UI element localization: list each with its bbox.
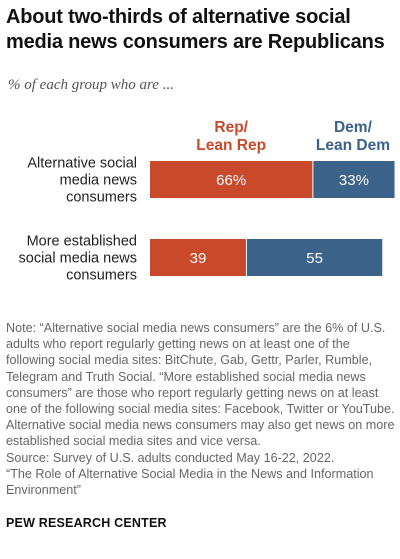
legend-label-dem: Dem/Lean Dem bbox=[316, 119, 390, 154]
data-label: 33% bbox=[339, 172, 369, 189]
chart-title: About two-thirds of alternative social m… bbox=[6, 6, 385, 53]
category-label: More established social media news consume… bbox=[19, 234, 137, 284]
data-label: 39 bbox=[190, 250, 207, 267]
bar-rep bbox=[150, 161, 313, 198]
legend-label-rep: Rep/Lean Rep bbox=[196, 119, 266, 154]
category-label: Alternative social media news consumers bbox=[27, 156, 137, 206]
bar-rep bbox=[150, 239, 246, 276]
stacked-bar-chart: Rep/Lean Rep Dem/Lean Dem Alternative soci… bbox=[19, 119, 395, 284]
report-title-text: “The Role of Alternative Social Media in… bbox=[6, 466, 374, 498]
pew-logo-text: PEW RESEARCH CENTER bbox=[6, 516, 167, 530]
source-text: Source: Survey of U.S. adults conducted … bbox=[6, 450, 335, 465]
bar-dem bbox=[246, 239, 383, 276]
note-text: Note: “Alternative social media news con… bbox=[6, 321, 395, 449]
data-label: 66% bbox=[216, 172, 246, 189]
chart-note: Note: “Alternative social media news con… bbox=[6, 320, 398, 498]
chart-subtitle: % of each group who are ... bbox=[8, 77, 174, 93]
data-label: 55 bbox=[306, 250, 323, 267]
bar-dem bbox=[313, 161, 395, 198]
